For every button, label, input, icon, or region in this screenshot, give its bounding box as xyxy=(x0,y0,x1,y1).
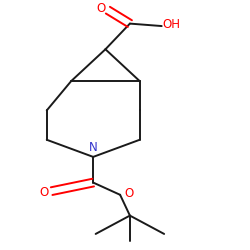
Text: O: O xyxy=(40,186,49,199)
Text: OH: OH xyxy=(162,18,180,31)
Text: N: N xyxy=(89,141,98,154)
Text: O: O xyxy=(96,2,105,16)
Text: O: O xyxy=(124,187,133,200)
